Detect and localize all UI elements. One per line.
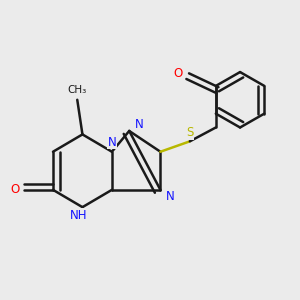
Text: CH₃: CH₃ bbox=[68, 85, 87, 95]
Text: O: O bbox=[10, 183, 20, 196]
Text: N: N bbox=[134, 118, 143, 130]
Text: O: O bbox=[173, 67, 182, 80]
Text: NH: NH bbox=[70, 209, 88, 222]
Text: N: N bbox=[107, 136, 116, 148]
Text: N: N bbox=[166, 190, 175, 203]
Text: S: S bbox=[186, 126, 194, 139]
